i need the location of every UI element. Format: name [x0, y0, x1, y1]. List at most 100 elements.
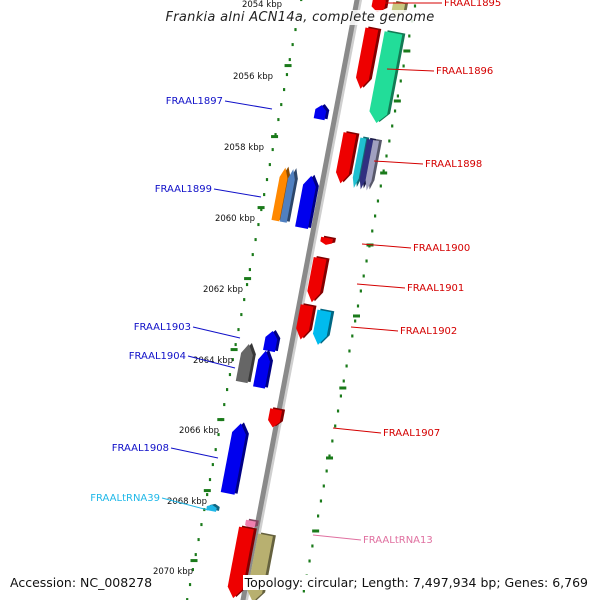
guide-dot: [391, 124, 394, 128]
guide-dot: [317, 514, 320, 518]
gene-labels: FRAAL1895 FRAAL1896 FRAAL1898 FRAAL1900 FRAA…: [90, 0, 501, 546]
guide-dot: [206, 493, 209, 497]
gene-trna39-arrow: [206, 503, 220, 512]
guide-dot: [288, 58, 291, 62]
guide-dot: [388, 139, 391, 143]
guide-dot: [245, 283, 249, 287]
guide-dot: [379, 184, 382, 188]
gene-label-minus: FRAALtRNA39: [90, 493, 160, 504]
guide-dot: [231, 358, 234, 362]
tick-mark: [230, 348, 238, 352]
tick-mark: [403, 49, 411, 53]
guide-dot: [362, 274, 365, 278]
guide-dot: [228, 373, 232, 377]
guide-dot: [393, 109, 397, 113]
guide-dot: [408, 34, 411, 38]
gene-fraal1896b-arrow-body: [369, 31, 403, 123]
gene-fraal1898-arrow: [335, 131, 360, 184]
leader-line: [386, 68, 435, 72]
guide-dot: [285, 73, 289, 77]
guide-dot: [271, 148, 274, 152]
guide-dot: [282, 88, 286, 92]
gene-features: [206, 0, 409, 600]
guide-dot: [214, 448, 217, 452]
guide-dot: [348, 349, 351, 353]
gene-orange-arrow-body: [271, 167, 288, 222]
gene-navy-arrow-body: [359, 138, 374, 190]
leader-line: [192, 326, 241, 339]
guide-dot: [280, 103, 283, 107]
guide-dot: [374, 214, 377, 218]
tick-mark: [380, 171, 388, 175]
guide-dot: [191, 568, 194, 572]
guide-dot: [217, 433, 220, 437]
gene-label-plus: FRAAL1895: [444, 0, 501, 9]
gene-cyan-arrow-body: [352, 137, 367, 189]
guide-dot: [188, 583, 192, 587]
leader-line: [350, 326, 399, 332]
guide-dot: [237, 328, 240, 332]
tick-mark: [339, 386, 347, 390]
tick-mark: [326, 456, 334, 460]
tick-label: 2056 kbp: [233, 72, 273, 82]
guide-dot: [274, 133, 277, 137]
guide-dot: [382, 169, 385, 173]
guide-dot: [342, 379, 345, 383]
leader-line: [161, 497, 209, 511]
guide-dot: [225, 388, 229, 392]
map-title: Frankia alni ACN14a, complete genome: [0, 10, 600, 25]
tick-mark: [190, 559, 198, 563]
guide-dot: [413, 4, 417, 8]
gene-fraal1897-arrow-body: [313, 105, 327, 121]
guide-dot: [359, 289, 362, 293]
guide-dot: [265, 178, 269, 182]
tick-mark: [257, 206, 265, 210]
gene-steel-arrow-body: [279, 169, 295, 223]
gene-lower-red-arrow: [227, 525, 257, 599]
gene-label-plus: FRAAL1898: [425, 159, 482, 170]
tick-label: 2060 kbp: [215, 214, 255, 224]
tick-label: 2068 kbp: [167, 497, 207, 507]
gene-trna13-arrow: [245, 518, 259, 529]
guide-dot: [328, 454, 331, 458]
guide-dot: [248, 268, 251, 272]
gene-label-plus: FRAAL1902: [400, 326, 457, 337]
gene-fraal1901-arrow: [307, 256, 330, 303]
tick-label: 2062 kbp: [203, 285, 243, 295]
tick-label: 2064 kbp: [193, 356, 233, 366]
gene-trna39-arrow-body: [206, 504, 217, 512]
guide-dot: [336, 409, 340, 413]
gene-lower-red-arrow-body: [227, 526, 254, 599]
gene-label-plus: FRAAL1901: [407, 283, 464, 294]
leader-line: [356, 283, 406, 289]
tick-mark: [203, 489, 211, 493]
guide-dot: [243, 298, 246, 302]
tick-mark: [284, 64, 292, 68]
guide-dot: [351, 334, 354, 338]
guide-dot: [234, 343, 237, 347]
guide-dot: [268, 163, 271, 167]
gene-fraal1900-arrow: [320, 235, 336, 245]
tick-mark: [244, 277, 252, 281]
gene-fraal1899-arrow-body: [295, 175, 316, 229]
gene-label-minus: FRAAL1897: [166, 96, 223, 107]
guide-dot: [365, 259, 368, 263]
leader-line: [187, 355, 236, 369]
gene-grey-arrow: [365, 138, 383, 191]
gene-fraal1908-arrow-body: [220, 423, 246, 495]
gene-fraal1902-arrow: [296, 303, 317, 340]
tick-mark: [393, 99, 401, 103]
guide-dot: [302, 589, 305, 593]
guide-dot: [396, 94, 400, 98]
gene-fraal1907-arrow: [268, 407, 286, 428]
guide-dot: [203, 508, 206, 512]
gene-label-plus: FRAAL1896: [436, 66, 493, 77]
guide-dot: [186, 598, 189, 600]
tick-label: 2070 kbp: [153, 567, 193, 577]
guide-dot: [257, 223, 260, 227]
guide-dot: [402, 64, 405, 68]
guide-dot: [385, 154, 388, 158]
tick-label: 2054 kbp: [242, 0, 282, 10]
guide-dot: [294, 28, 297, 32]
